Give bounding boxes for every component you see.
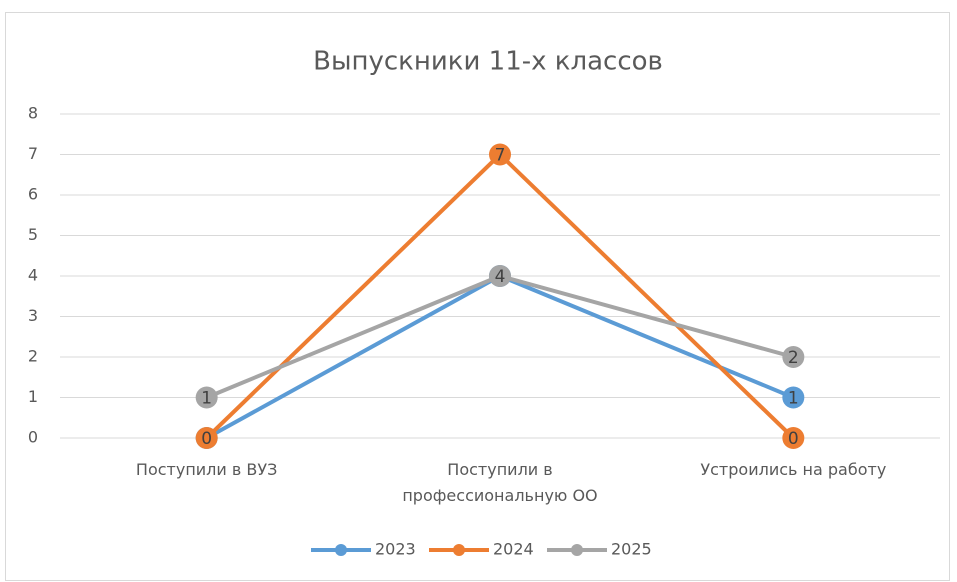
y-tick-label: 1: [28, 387, 38, 406]
legend-marker: [453, 544, 465, 556]
legend-marker: [335, 544, 347, 556]
y-tick-label: 2: [28, 347, 38, 366]
marker: [195, 427, 218, 449]
x-tick-label: Поступили в ВУЗ: [135, 460, 278, 479]
y-tick-label: 7: [28, 144, 38, 163]
marker: [782, 427, 805, 449]
chart-border: [5, 12, 950, 581]
legend-marker: [571, 544, 583, 556]
data-label: 2: [788, 348, 799, 368]
marker: [195, 386, 218, 409]
y-tick-label: 8: [28, 104, 38, 123]
y-tick-label: 6: [28, 185, 38, 204]
y-tick-label: 0: [28, 428, 38, 447]
chart-title: Выпускники 11-х классов: [313, 47, 663, 77]
x-tick-label: Устроились на работу: [700, 460, 887, 479]
data-label: 0: [788, 429, 799, 449]
marker: [782, 346, 805, 368]
y-tick-label: 4: [28, 266, 38, 285]
legend-label: 2025: [611, 540, 652, 559]
marker: [489, 265, 511, 287]
x-tick-label: Поступили в профессиональную ОО: [402, 460, 598, 505]
marker: [782, 386, 805, 409]
legend-label: 2024: [493, 540, 534, 559]
data-label: 4: [495, 267, 506, 287]
data-label: 0: [201, 429, 212, 449]
y-tick-label: 3: [28, 306, 38, 325]
data-label: 7: [495, 146, 506, 166]
data-label: 1: [201, 389, 212, 409]
y-tick-label: 5: [28, 225, 38, 244]
legend-label: 2023: [375, 540, 416, 559]
data-label: 1: [788, 389, 799, 409]
marker: [489, 143, 511, 166]
